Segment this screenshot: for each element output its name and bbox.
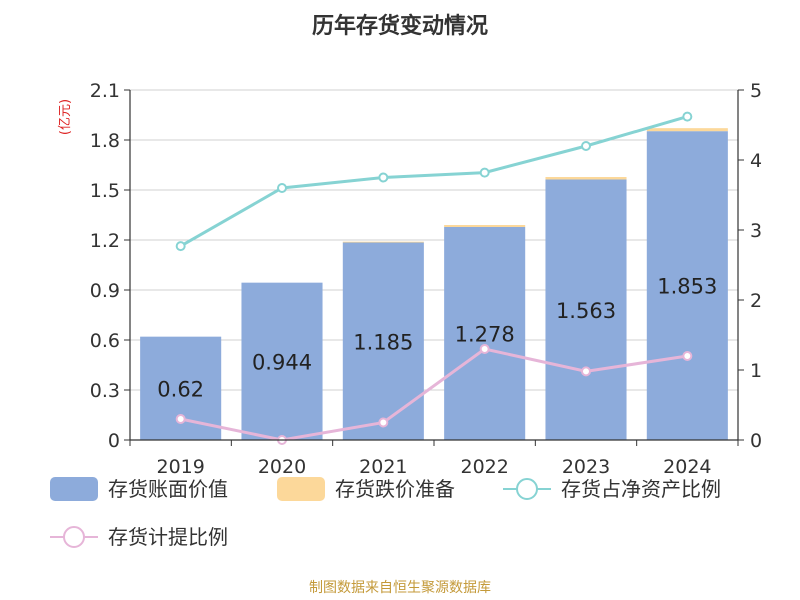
bar-impairment (444, 225, 526, 227)
point-inventory-net-asset-ratio (581, 141, 591, 151)
point-inventory-net-asset-ratio (479, 167, 490, 178)
bar-book-value (241, 282, 323, 440)
chart-title: 历年存货变动情况 (312, 13, 488, 39)
point-inventory-net-asset-ratio (175, 241, 186, 252)
point-inventory-net-asset-ratio (378, 172, 389, 183)
y-left-tick-label: 0 (108, 430, 120, 452)
y-left-tick-label: 1.2 (90, 230, 120, 252)
bar-value-label: 1.853 (657, 275, 717, 299)
y-right-tick-label: 0 (750, 430, 762, 452)
y-right-tick-label: 2 (750, 290, 762, 312)
bar-impairment (342, 241, 424, 243)
y-unit-label: (亿元) (58, 99, 73, 135)
bar-series (140, 128, 728, 440)
point-provision-ratio (175, 414, 186, 424)
legend-label: 存货计提比例 (108, 525, 228, 549)
y-right-tick-label: 4 (750, 150, 762, 172)
y-left-tick-label: 2.1 (90, 80, 120, 102)
y-left-tick-label: 0.3 (90, 380, 120, 402)
y-left-tick-label: 1.8 (90, 130, 120, 152)
bar-impairment (545, 177, 627, 180)
bar-value-label: 1.185 (353, 330, 413, 354)
y-left-tick-label: 0.6 (90, 330, 120, 352)
x-tick-label: 2023 (562, 456, 610, 478)
x-tick-label: 2021 (359, 456, 407, 478)
bar-value-label: 0.62 (157, 377, 204, 401)
point-provision-ratio (682, 351, 693, 361)
legend-label: 存货跌价准备 (335, 477, 455, 501)
bar-book-value (342, 242, 424, 440)
point-provision-ratio (378, 417, 389, 428)
bar-book-value (444, 227, 526, 440)
bar-value-label: 1.278 (455, 323, 515, 347)
y-right-tick-label: 5 (750, 80, 762, 102)
legend-marker (63, 526, 85, 548)
x-tick-label: 2020 (258, 456, 306, 478)
bar-impairment (646, 128, 728, 132)
legend-label: 存货占净资产比例 (561, 477, 721, 501)
legend-marker (516, 478, 538, 500)
point-inventory-net-asset-ratio (277, 183, 287, 193)
point-provision-ratio (581, 366, 591, 377)
y-right-tick-label: 3 (750, 220, 762, 242)
gridlines (130, 89, 738, 441)
line-provision-ratio (180, 347, 688, 442)
x-tick-label: 2024 (663, 456, 711, 478)
legend-label: 存货账面价值 (108, 477, 228, 501)
point-inventory-net-asset-ratio (682, 111, 693, 122)
data-labels: 0.62 0.944 1.185 1.278 1.563 1.853 (157, 275, 717, 402)
source-note: 制图数据来自恒生聚源数据库 (309, 580, 491, 596)
y-left-tick-label: 1.5 (90, 180, 120, 202)
point-provision-ratio (479, 344, 490, 354)
legend-swatch (50, 477, 98, 501)
bar-book-value (646, 131, 728, 440)
y-right-tick-label: 1 (750, 360, 762, 382)
axes: 0 0.3 0.6 0.9 1.2 1.5 1.8 2.1 0 1 2 3 4 5 2019 2020 2021… (90, 80, 762, 478)
bar-book-value (545, 179, 627, 440)
bar-value-label: 0.944 (252, 350, 312, 374)
bar-value-label: 1.563 (556, 299, 616, 323)
y-left-tick-label: 0.9 (90, 280, 120, 302)
line-inventory-net-asset-ratio (179, 115, 688, 248)
legend-swatch (277, 477, 325, 501)
x-tick-label: 2022 (460, 456, 508, 478)
x-tick-label: 2019 (156, 456, 204, 478)
